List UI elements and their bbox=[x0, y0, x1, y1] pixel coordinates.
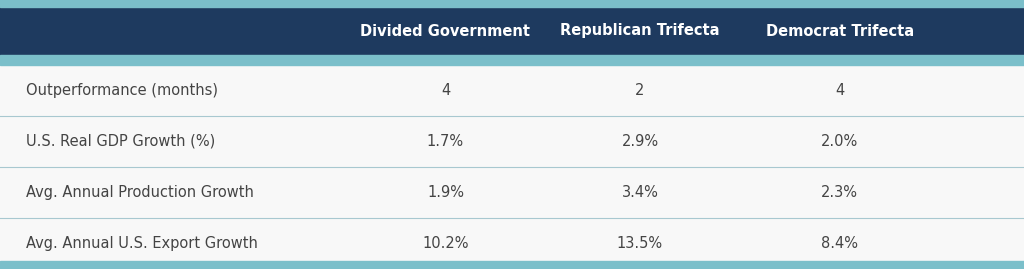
Text: Avg. Annual Production Growth: Avg. Annual Production Growth bbox=[26, 185, 254, 200]
Bar bbox=[0, 0, 1024, 7]
Text: 2.3%: 2.3% bbox=[821, 185, 858, 200]
Bar bbox=[0, 218, 1024, 269]
Text: 4: 4 bbox=[835, 83, 845, 98]
Text: U.S. Real GDP Growth (%): U.S. Real GDP Growth (%) bbox=[26, 134, 215, 149]
Bar bbox=[0, 0, 1024, 7]
Text: 1.9%: 1.9% bbox=[427, 185, 464, 200]
Text: 2: 2 bbox=[635, 83, 645, 98]
Text: Outperformance (months): Outperformance (months) bbox=[26, 83, 217, 98]
Text: Democrat Trifecta: Democrat Trifecta bbox=[766, 23, 913, 38]
Text: 4: 4 bbox=[440, 83, 451, 98]
Bar bbox=[0, 65, 1024, 116]
Bar bbox=[0, 7, 1024, 55]
Text: 1.7%: 1.7% bbox=[427, 134, 464, 149]
Text: 3.4%: 3.4% bbox=[622, 185, 658, 200]
Text: Divided Government: Divided Government bbox=[360, 23, 530, 38]
Text: 8.4%: 8.4% bbox=[821, 236, 858, 251]
Bar bbox=[0, 55, 1024, 65]
Bar bbox=[0, 116, 1024, 167]
Text: Republican Trifecta: Republican Trifecta bbox=[560, 23, 720, 38]
Text: 2.9%: 2.9% bbox=[622, 134, 658, 149]
Text: 2.0%: 2.0% bbox=[821, 134, 858, 149]
Bar bbox=[0, 261, 1024, 269]
Text: Avg. Annual U.S. Export Growth: Avg. Annual U.S. Export Growth bbox=[26, 236, 257, 251]
Text: 13.5%: 13.5% bbox=[616, 236, 664, 251]
Bar bbox=[0, 167, 1024, 218]
Text: 10.2%: 10.2% bbox=[422, 236, 469, 251]
